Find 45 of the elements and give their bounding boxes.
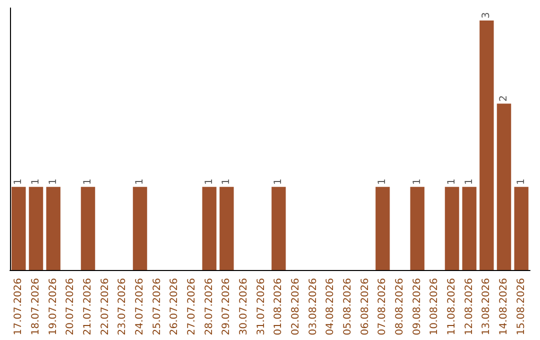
data-label: 1 xyxy=(13,178,24,185)
x-tick-label: 03.08.2026 xyxy=(308,278,319,336)
data-label: 1 xyxy=(82,178,94,185)
x-tick-label: 25.07.2026 xyxy=(152,278,163,336)
x-tick-label: 01.08.2026 xyxy=(273,278,284,336)
data-label: 1 xyxy=(412,178,423,185)
x-tick-label: 02.08.2026 xyxy=(290,278,302,336)
data-label: 1 xyxy=(221,178,232,185)
x-tick-label: 21.07.2026 xyxy=(82,278,94,336)
data-label: 3 xyxy=(481,12,492,18)
x-tick-label: 09.08.2026 xyxy=(412,278,423,336)
x-tick-label: 26.07.2026 xyxy=(169,278,180,336)
data-label: 1 xyxy=(516,178,527,185)
data-label: 1 xyxy=(273,178,284,185)
x-tick-label: 11.08.2026 xyxy=(446,278,458,336)
x-tick-label: 10.08.2026 xyxy=(429,278,440,336)
x-tick-label: 12.08.2026 xyxy=(464,278,475,336)
x-tick-label: 06.08.2026 xyxy=(360,278,371,336)
x-tick-label: 19.07.2026 xyxy=(48,278,59,336)
x-tick-label: 31.07.2026 xyxy=(256,278,267,336)
x-tick-label: 08.08.2026 xyxy=(394,278,406,336)
x-tick-label: 18.07.2026 xyxy=(30,278,42,336)
x-tick-label: 29.07.2026 xyxy=(221,278,232,336)
x-tick-label: 15.08.2026 xyxy=(516,278,527,336)
x-tick-label: 23.07.2026 xyxy=(117,278,128,336)
x-tick-label: 05.08.2026 xyxy=(342,278,354,336)
x-tick-label: 30.07.2026 xyxy=(238,278,250,336)
x-tick-label: 04.08.2026 xyxy=(325,278,336,336)
data-label: 1 xyxy=(48,178,59,185)
data-label: 2 xyxy=(498,95,510,102)
x-tick-label: 20.07.2026 xyxy=(65,278,76,336)
x-tick-label: 13.08.2026 xyxy=(481,278,492,336)
x-tick-label: 22.07.2026 xyxy=(100,278,111,336)
x-tick-label: 14.08.2026 xyxy=(498,278,510,336)
data-label: 1 xyxy=(204,178,215,185)
x-tick-label: 07.08.2026 xyxy=(377,278,388,336)
data-label: 1 xyxy=(134,178,146,185)
data-label: 1 xyxy=(464,178,475,185)
data-label: 1 xyxy=(446,178,458,185)
data-label: 1 xyxy=(30,178,42,185)
x-tick-label: 27.07.2026 xyxy=(186,278,198,336)
x-tick-label: 28.07.2026 xyxy=(204,278,215,336)
x-tick-label: 24.07.2026 xyxy=(134,278,146,336)
data-label: 1 xyxy=(377,178,388,185)
x-tick-label: 17.07.2026 xyxy=(13,278,24,336)
